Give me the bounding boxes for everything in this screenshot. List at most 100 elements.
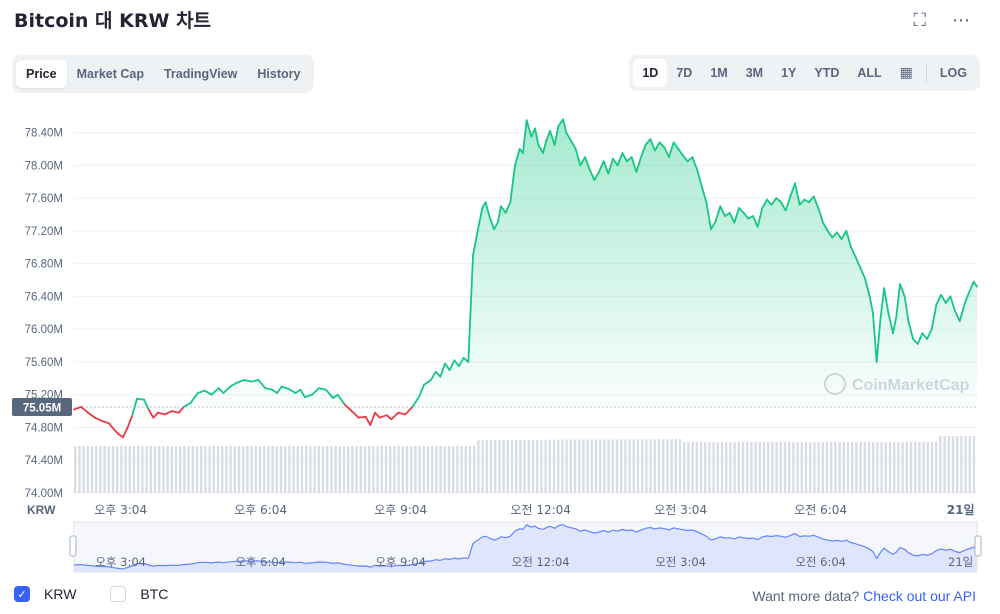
- price-line-segment: [276, 385, 283, 394]
- price-line-segment: [780, 201, 787, 212]
- volume-bar: [86, 446, 89, 493]
- volume-bar: [704, 442, 707, 493]
- price-line-segment: [738, 207, 745, 214]
- price-line-segment: [73, 406, 82, 411]
- volume-bar: [296, 446, 299, 493]
- volume-bar: [494, 439, 497, 493]
- legend-krw-label: KRW: [44, 586, 77, 602]
- fullscreen-icon[interactable]: ⛶: [913, 10, 926, 31]
- volume-bar: [431, 446, 434, 493]
- price-line-segment: [565, 131, 572, 142]
- navigator-left-handle[interactable]: [69, 535, 77, 557]
- range-1y[interactable]: 1Y: [781, 66, 797, 80]
- price-line-segment: [562, 118, 568, 134]
- range-7d[interactable]: 7D: [676, 66, 693, 80]
- api-link[interactable]: Check out our API: [863, 588, 976, 604]
- volume-bar: [767, 442, 770, 493]
- price-line-segment: [369, 411, 376, 426]
- volume-bar: [380, 446, 383, 493]
- volume-bar: [195, 446, 199, 493]
- volume-bar: [485, 439, 488, 493]
- volume-bar: [674, 439, 677, 493]
- price-line-segment: [831, 231, 838, 239]
- volume-bar: [645, 439, 648, 493]
- price-line-segment: [691, 156, 698, 171]
- range-3m[interactable]: 3M: [745, 66, 764, 80]
- price-line-segment: [899, 283, 906, 298]
- x-tick-label: 오전 3:04: [654, 503, 707, 517]
- price-line-segment: [374, 411, 381, 419]
- navigator-right-handle[interactable]: [974, 535, 982, 557]
- range-1m[interactable]: 1M: [710, 66, 728, 80]
- volume-bar: [935, 442, 938, 493]
- price-line-segment: [668, 141, 675, 159]
- volume-bar: [153, 446, 157, 493]
- volume-bar: [956, 436, 959, 493]
- more-icon[interactable]: ⋯: [952, 10, 970, 31]
- volume-bar: [725, 442, 728, 493]
- volume-bar: [683, 442, 686, 493]
- price-line-segment: [742, 211, 750, 220]
- volume-bar: [435, 446, 438, 493]
- calendar-icon[interactable]: ▦: [899, 65, 913, 81]
- navigator-tick-label: 오전 6:04: [795, 555, 846, 569]
- price-line-segment: [453, 359, 460, 367]
- volume-bar: [502, 439, 505, 493]
- price-line-segment: [912, 338, 919, 345]
- price-line-segment: [954, 310, 961, 322]
- range-1d[interactable]: 1D: [633, 59, 668, 87]
- volume-bar: [510, 439, 514, 493]
- volume-bar: [279, 446, 283, 493]
- range-ytd[interactable]: YTD: [814, 66, 840, 80]
- price-line-segment: [343, 403, 353, 412]
- price-line-segment: [812, 195, 820, 209]
- tab-market-cap[interactable]: Market Cap: [76, 67, 144, 81]
- krw-checkbox[interactable]: ✓: [14, 586, 30, 602]
- price-line-segment: [557, 118, 564, 127]
- volume-bar: [691, 442, 694, 493]
- volume-bar: [141, 446, 144, 493]
- volume-bar: [926, 442, 929, 493]
- price-line-segment: [944, 295, 952, 304]
- tab-history[interactable]: History: [257, 67, 301, 81]
- volume-bar: [914, 442, 917, 493]
- price-line-segment: [789, 182, 796, 198]
- price-line-segment: [875, 318, 882, 363]
- volume-bar: [489, 439, 493, 493]
- volume-bar: [561, 439, 564, 493]
- volume-bar: [758, 442, 761, 493]
- volume-bar: [817, 442, 820, 493]
- price-line-segment: [907, 320, 914, 340]
- price-line-segment: [294, 388, 302, 394]
- volume-bar: [737, 442, 740, 493]
- tab-price[interactable]: Price: [16, 60, 67, 88]
- legend-btc[interactable]: BTC: [110, 586, 168, 602]
- price-line-segment: [940, 293, 947, 304]
- price-line-segment: [854, 256, 862, 269]
- price-line-segment: [930, 303, 938, 331]
- volume-bar: [578, 439, 581, 493]
- volume-bar: [754, 442, 757, 493]
- price-line-segment: [921, 332, 928, 340]
- volume-bar: [326, 446, 329, 493]
- price-line-segment: [766, 198, 773, 206]
- legend-krw[interactable]: ✓ KRW: [14, 586, 76, 602]
- log-toggle[interactable]: LOG: [939, 66, 967, 80]
- price-line-segment: [588, 168, 596, 181]
- price-line-segment: [859, 266, 866, 280]
- volume-bar: [624, 439, 627, 493]
- volume-bar: [368, 446, 371, 493]
- volume-bar: [809, 442, 812, 493]
- navigator-tick-label: 21일: [948, 555, 973, 569]
- price-line-segment: [243, 379, 253, 383]
- price-line-segment: [775, 197, 782, 204]
- btc-checkbox[interactable]: [110, 586, 127, 602]
- volume-bar: [712, 442, 715, 493]
- open-price-badge: [12, 397, 72, 416]
- volume-bar: [187, 446, 190, 493]
- tab-tradingview[interactable]: TradingView: [163, 67, 238, 81]
- volume-bar: [968, 436, 971, 493]
- price-line-segment: [672, 141, 680, 150]
- range-all[interactable]: ALL: [857, 66, 882, 80]
